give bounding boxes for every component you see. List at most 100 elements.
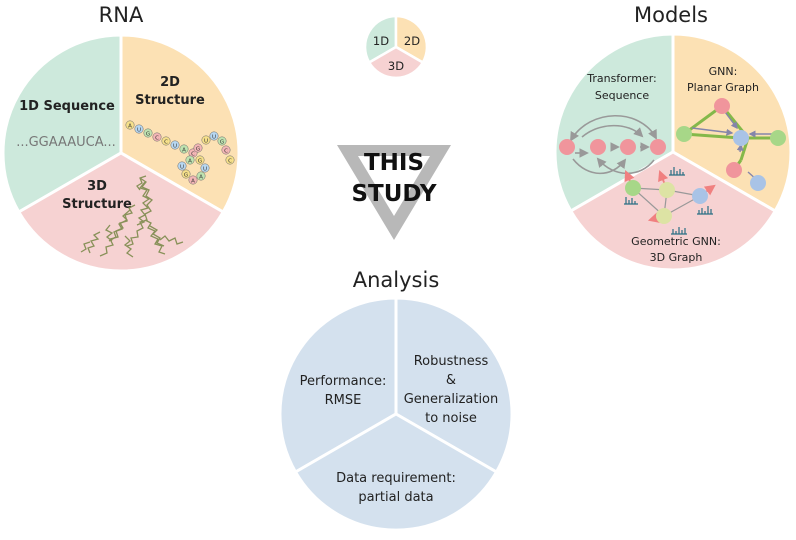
nucleotide-bead — [188, 175, 198, 185]
nucleotide-bead — [177, 161, 187, 171]
nucleotide-letter: U — [212, 134, 216, 140]
nucleotide-letter: A — [188, 158, 192, 164]
analysis-section: Analysis Performance: RMSE Robustness & … — [278, 268, 514, 532]
gnn-node-2 — [714, 98, 730, 114]
nucleotide-letter: U — [203, 166, 207, 172]
gnn-node-3 — [733, 130, 749, 146]
seq-node-3 — [620, 139, 636, 155]
rna-slice-3d — [16, 151, 226, 273]
gnn-node-5 — [726, 162, 742, 178]
robustness-label-line3: Generalization — [404, 392, 499, 407]
nucleotide-bead — [143, 128, 153, 138]
nucleotide-letter: U — [173, 143, 177, 149]
models-slice-transformer — [553, 32, 675, 214]
geo-node-1 — [625, 180, 641, 196]
rna-title: RNA — [99, 3, 144, 27]
rna-slice-1d — [1, 33, 123, 215]
seq-node-4 — [650, 139, 666, 155]
nucleotide-letter: A — [182, 147, 186, 153]
transformer-label-line2: Sequence — [595, 89, 649, 102]
feature-bar-icon — [624, 167, 713, 235]
nucleotide-letter: C — [155, 135, 159, 141]
analysis-slice-robustness — [394, 296, 514, 475]
rna-3d-structure-image — [80, 175, 184, 258]
models-title: Models — [634, 3, 708, 27]
nucleotide-bead — [134, 124, 144, 134]
nucleotide-bead — [161, 136, 171, 146]
nucleotide-letter: A — [191, 178, 195, 184]
seq-node-2 — [590, 139, 606, 155]
analysis-slice-performance — [278, 296, 398, 475]
rna-sequence-text: ...GGAAAUCA... — [16, 135, 116, 150]
rna-2d-label-line1: 2D — [160, 75, 180, 90]
geometric-3d-graph — [624, 167, 716, 235]
nucleotide-letter: G — [146, 131, 150, 137]
rna-slice-2d — [119, 33, 241, 215]
nucleotide-bead — [170, 140, 180, 150]
analysis-title: Analysis — [353, 268, 440, 292]
nucleotide-letter: A — [128, 123, 132, 129]
legend-3d-label: 3D — [388, 59, 404, 73]
performance-label-line1: Performance: — [300, 374, 387, 389]
gnn-label-line2: Planar Graph — [687, 81, 759, 94]
nucleotide-letter: G — [196, 146, 200, 152]
analysis-slice-data — [293, 412, 499, 532]
nucleotide-letter: A — [199, 174, 203, 180]
robustness-label-line2: & — [446, 373, 456, 388]
geo-node-4 — [656, 208, 672, 224]
geometric-label-line2: 3D Graph — [650, 251, 703, 264]
nucleotide-letter: C — [224, 148, 228, 154]
nucleotide-bead — [221, 145, 231, 155]
nucleotide-letter: G — [220, 139, 224, 145]
gnn-node-6 — [750, 175, 766, 191]
geometric-label-line1: Geometric GNN: — [631, 235, 721, 248]
nucleotide-letter: U — [204, 138, 208, 144]
geo-node-3 — [692, 188, 708, 204]
gnn-planar-graph — [676, 98, 786, 191]
seq-node-1 — [559, 139, 575, 155]
legend-2d-label: 2D — [404, 34, 420, 48]
rna-2d-label-line2: Structure — [135, 93, 205, 108]
rna-3d-label-line1: 3D — [87, 179, 107, 194]
gnn-node-1 — [676, 126, 692, 142]
models-section: Models Transformer: Sequence GNN: Planar… — [553, 3, 793, 272]
study-label-line1: THIS — [364, 150, 424, 176]
nucleotide-letter: U — [180, 164, 184, 170]
gnn-node-4 — [770, 130, 786, 146]
nucleotide-bead — [185, 155, 195, 165]
this-study-marker: THIS STUDY — [337, 145, 451, 240]
rna-3d-label-line2: Structure — [62, 197, 132, 212]
geo-node-2 — [659, 182, 675, 198]
nucleotide-bead — [179, 144, 189, 154]
rna-1d-label: 1D Sequence — [19, 99, 115, 114]
robustness-label-line1: Robustness — [414, 354, 489, 369]
transformer-sequence-graph — [559, 114, 666, 175]
study-label-line2: STUDY — [351, 181, 436, 207]
legend-pie: 1D 2D 3D — [363, 14, 429, 80]
study-triangle — [337, 145, 451, 240]
nucleotide-letter: C — [228, 158, 232, 164]
nucleotide-bead — [225, 155, 235, 165]
gnn-label-line1: GNN: — [709, 65, 738, 78]
nucleotide-letter: C — [164, 139, 168, 145]
data-requirement-label-line2: partial data — [358, 490, 433, 505]
nucleotide-letter: C — [191, 151, 195, 157]
nucleotide-bead — [181, 169, 191, 179]
legend-1d-label: 1D — [373, 34, 389, 48]
nucleotide-letter: G — [184, 172, 188, 178]
nucleotide-letter: U — [137, 127, 141, 133]
nucleotide-bead — [193, 143, 203, 153]
nucleotide-bead — [125, 120, 135, 130]
legend-slice-3d — [367, 45, 425, 80]
nucleotide-letter: G — [198, 158, 202, 164]
nucleotide-bead — [209, 131, 219, 141]
nucleotide-bead — [201, 135, 211, 145]
nucleotide-bead — [196, 171, 206, 181]
data-requirement-label-line1: Data requirement: — [336, 471, 456, 486]
nucleotide-bead — [152, 132, 162, 142]
robustness-label-line4: to noise — [425, 411, 477, 426]
nucleotide-bead — [217, 136, 227, 146]
rna-section: RNA 1D Sequence ...GGAAAUCA... 2D Struct… — [1, 3, 241, 273]
